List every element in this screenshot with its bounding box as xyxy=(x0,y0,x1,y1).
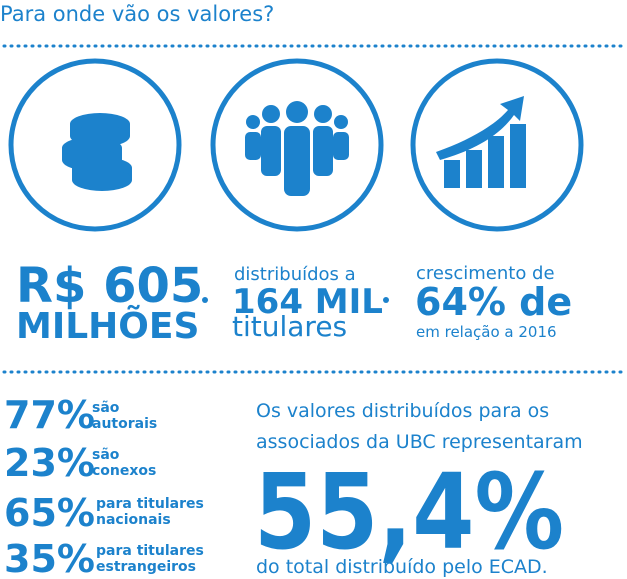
breakdown-label: são xyxy=(92,447,120,463)
icon-circle xyxy=(8,58,182,232)
breakdown-label: para titulares xyxy=(96,496,204,512)
breakdown-label: estrangeiros xyxy=(96,559,196,575)
breakdown-label: são xyxy=(92,400,120,416)
icon-circle xyxy=(210,58,384,232)
breakdown-label: conexos xyxy=(92,463,156,479)
breakdown-label: autorais xyxy=(92,416,157,432)
summary-text: do total distribuído pelo ECAD. xyxy=(256,556,548,578)
summary-figure: 55,4% xyxy=(254,451,564,573)
growth-icon xyxy=(436,96,526,188)
breakdown-value: 23% xyxy=(4,441,95,485)
breakdown-label: nacionais xyxy=(96,512,171,528)
highlight-text: 64% de xyxy=(415,280,572,324)
bullet xyxy=(202,297,208,303)
breakdown-label: para titulares xyxy=(96,543,204,559)
icon-circle xyxy=(410,58,584,232)
highlight-text: MILHÕES xyxy=(16,305,199,347)
highlight-text: crescimento de xyxy=(416,263,555,284)
highlight-text: distribuídos a xyxy=(234,264,356,285)
highlight-text: em relação a 2016 xyxy=(416,323,557,341)
bullet xyxy=(383,297,389,303)
breakdown-value: 65% xyxy=(4,491,95,535)
coins-icon xyxy=(62,113,132,191)
highlight-text: 164 MIL xyxy=(232,282,383,322)
people-icon xyxy=(245,101,349,196)
summary-text: associados da UBC representaram xyxy=(256,431,583,453)
breakdown-value: 77% xyxy=(4,393,95,437)
highlight-text: R$ 605 xyxy=(16,258,203,314)
highlight-text: titulares xyxy=(232,310,347,343)
title: Para onde vão os valores? xyxy=(0,2,274,26)
breakdown-value: 35% xyxy=(4,537,95,579)
summary-text: Os valores distribuídos para os xyxy=(256,400,549,422)
